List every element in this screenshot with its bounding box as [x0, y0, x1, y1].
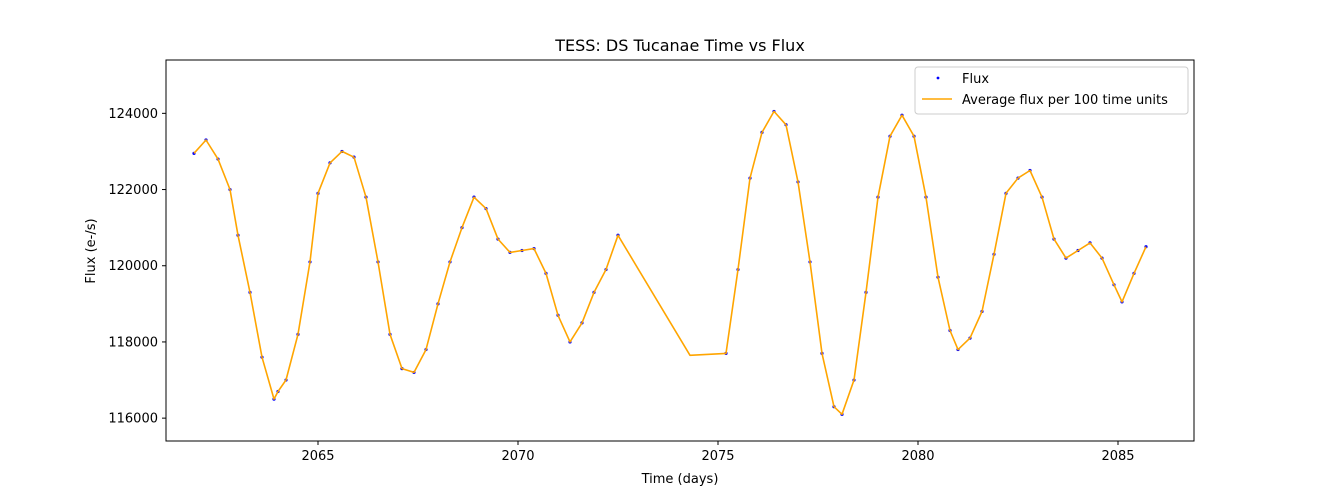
y-tick-label: 118000 [108, 335, 158, 350]
y-tick-label: 116000 [108, 412, 158, 427]
x-tick-label: 2065 [301, 449, 334, 464]
x-tick-label: 2075 [701, 449, 734, 464]
series-average-line [193, 110, 1147, 416]
x-axis-ticks: 2065 2070 2075 2080 2085 [301, 441, 1135, 464]
chart-title: TESS: DS Tucanae Time vs Flux [554, 36, 805, 55]
legend-box [914, 66, 1189, 115]
series-flux [192, 109, 1148, 416]
legend-flux-label: Flux [962, 72, 989, 87]
legend: Flux Average flux per 100 time units [914, 66, 1189, 115]
plot-frame [165, 59, 1195, 442]
y-axis-label: Flux (e-/s) [84, 218, 99, 283]
x-tick-label: 2085 [1101, 449, 1134, 464]
y-tick-label: 124000 [108, 107, 158, 122]
x-tick-label: 2080 [901, 449, 934, 464]
legend-average-label: Average flux per 100 time units [962, 93, 1168, 108]
y-tick-label: 122000 [108, 183, 158, 198]
y-axis-ticks: 116000 118000 120000 122000 124000 [108, 107, 166, 427]
legend-flux-marker [936, 76, 940, 80]
y-tick-label: 120000 [108, 259, 158, 274]
x-axis-label: Time (days) [641, 472, 719, 487]
plot-area [192, 109, 1148, 416]
x-tick-label: 2070 [501, 449, 534, 464]
